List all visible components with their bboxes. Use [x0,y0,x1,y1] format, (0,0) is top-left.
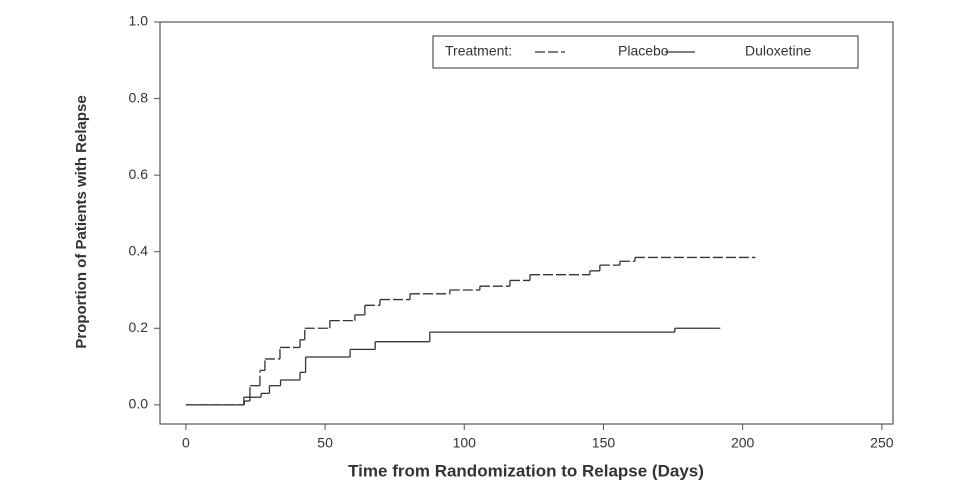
plot-frame [159,21,894,425]
y-tick-label: 0.8 [129,89,149,105]
legend-label: Placebo [618,43,669,59]
y-tick-label: 0.6 [129,166,149,182]
x-tick-label: 0 [182,435,190,451]
y-tick-label: 1.0 [129,13,149,29]
x-tick-label: 150 [592,435,616,451]
legend-label: Duloxetine [745,43,811,59]
y-axis-title: Proportion of Patients with Relapse [73,95,90,348]
x-tick-label: 200 [731,435,755,451]
y-tick-label: 0.4 [129,242,149,258]
legend-title: Treatment: [445,43,512,59]
x-tick-label: 100 [453,435,477,451]
x-axis-title: Time from Randomization to Relapse (Days… [348,461,704,480]
y-tick-label: 0.2 [129,319,149,335]
legend-box [432,35,859,69]
x-tick-label: 50 [317,435,333,451]
y-tick-label: 0.0 [129,396,149,412]
x-tick-label: 250 [870,435,894,451]
